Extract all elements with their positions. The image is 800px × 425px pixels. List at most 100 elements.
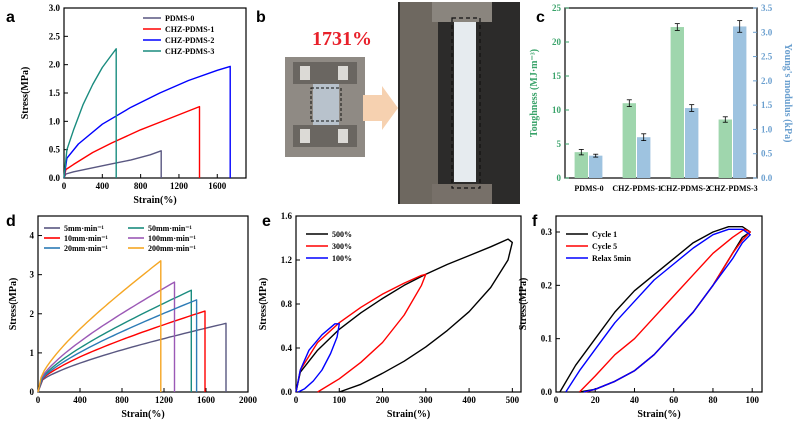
- x-tick-label-3: 1200: [170, 181, 189, 191]
- legend-entry-2: 100%: [332, 254, 352, 263]
- series-line-1: [37, 289, 193, 393]
- sample-strip: [313, 84, 339, 125]
- stretched-sample: [454, 22, 476, 182]
- right-tick-label-0: 0.0: [761, 173, 773, 183]
- series-line-0: [63, 150, 162, 179]
- legend-col2-entry-1: 100mm·min⁻¹: [148, 234, 197, 243]
- y-tick-label-2: 0.2: [541, 280, 553, 290]
- y-tick-label-0: 0.0: [541, 387, 553, 397]
- y-tick-label-4: 2.0: [49, 60, 61, 70]
- y-tick-label-1: 0.1: [541, 334, 553, 344]
- series-line-2: [295, 323, 340, 393]
- left-tick-label-3: 15: [552, 71, 562, 81]
- x-tick-label-5: 500: [506, 395, 520, 405]
- series-line-0: [37, 322, 227, 393]
- series-line-4: [37, 299, 198, 393]
- left-tick-label-2: 10: [552, 105, 562, 115]
- panel-label-c: c: [536, 9, 545, 26]
- x-tick-label-5: 100: [745, 395, 759, 405]
- legend-col2-entry-0: 50mm·min⁻¹: [148, 224, 193, 233]
- bar-1-2: [685, 108, 699, 178]
- x-axis-label: Strain(%): [121, 409, 164, 420]
- series-line-3: [37, 281, 176, 393]
- series-line-2: [63, 65, 231, 179]
- x-tick-label-1: 20: [591, 395, 601, 405]
- y-tick-label-1: 1: [30, 348, 35, 358]
- y-tick-label-0: 0: [30, 387, 35, 397]
- x-tick-label-4: 80: [708, 395, 718, 405]
- x-tick-label-3: 1200: [155, 395, 174, 405]
- arrow-icon: [363, 86, 398, 130]
- series-line-1: [63, 105, 201, 179]
- legend-entry-2: CHZ-PDMS-2: [165, 36, 214, 45]
- lower-clamp: [432, 184, 492, 204]
- y-tick-label-2: 1.0: [49, 116, 61, 126]
- x-tick-label-0: 0: [294, 395, 299, 405]
- legend-entry-1: Cycle 5: [592, 242, 617, 251]
- legend-entry-2: Relax 5min: [592, 254, 631, 263]
- left-tick-label-5: 25: [552, 3, 562, 13]
- bar-0-1: [622, 103, 636, 178]
- x-tick-label-3: 300: [419, 395, 433, 405]
- bar-1-1: [637, 137, 651, 178]
- y-tick-label-6: 3.0: [49, 3, 61, 13]
- lower-grip-slot: [300, 129, 310, 143]
- category-label-0: PDMS-0: [574, 184, 603, 193]
- plot-frame: [564, 7, 758, 179]
- x-tick-label-2: 200: [376, 395, 390, 405]
- y-axis-label: Stress(MPa): [518, 278, 529, 331]
- x-tick-label-4: 400: [462, 395, 476, 405]
- panel-label-d: d: [6, 213, 16, 230]
- legend-col1-entry-0: 5mm·min⁻¹: [64, 224, 105, 233]
- right-tick-label-3: 1.5: [761, 100, 773, 110]
- y-tick-label-1: 0.4: [281, 343, 293, 353]
- series-line-2: [37, 310, 206, 393]
- legend-entry-0: 500%: [332, 230, 352, 239]
- y-tick-label-3: 1.2: [281, 255, 293, 265]
- legend-col1-entry-1: 10mm·min⁻¹: [64, 234, 109, 243]
- category-label-2: CHZ-PDMS-2: [660, 184, 709, 193]
- right-axis-label: Young's modulus (kPa): [782, 44, 793, 143]
- upper-grip-slot: [300, 66, 310, 80]
- upper-clamp: [432, 2, 492, 22]
- panel-label-b: b: [256, 9, 266, 26]
- x-axis-label: Strain(%): [133, 195, 176, 206]
- category-label-1: CHZ-PDMS-1: [612, 184, 661, 193]
- right-tick-label-4: 2.0: [761, 76, 773, 86]
- x-tick-label-4: 1600: [197, 395, 216, 405]
- x-tick-label-0: 0: [554, 395, 559, 405]
- legend-entry-3: CHZ-PDMS-3: [165, 47, 214, 56]
- y-tick-label-4: 1.6: [281, 211, 293, 221]
- bar-1-0: [589, 155, 603, 178]
- stretched-box: [451, 17, 481, 189]
- bar-1-3: [733, 26, 747, 179]
- legend-col2-entry-2: 200mm·min⁻¹: [148, 244, 197, 253]
- strain-percent-label: 1731%: [312, 28, 372, 50]
- left-axis-label: Toughness (MJ·m⁻³): [529, 49, 540, 137]
- x-tick-label-0: 0: [36, 395, 41, 405]
- x-tick-label-3: 60: [669, 395, 679, 405]
- y-tick-label-0: 0.0: [49, 173, 61, 183]
- bar-0-3: [718, 119, 732, 178]
- x-tick-label-2: 800: [134, 181, 148, 191]
- x-tick-label-2: 800: [115, 395, 129, 405]
- x-tick-label-5: 2000: [239, 395, 258, 405]
- panel-label-a: a: [6, 9, 15, 26]
- panel-label-e: e: [262, 213, 271, 230]
- legend-entry-0: Cycle 1: [592, 230, 617, 239]
- right-tick-label-7: 3.5: [761, 3, 773, 13]
- y-tick-label-3: 0.3: [541, 227, 553, 237]
- tensile-test-photo: 1731%: [285, 2, 520, 204]
- series-line-3: [63, 48, 117, 179]
- sample-box: [310, 87, 342, 122]
- plot-frame: [295, 215, 522, 393]
- bar-0-0: [574, 152, 588, 178]
- x-axis-label: Strain(%): [637, 409, 680, 420]
- series-line-5: [37, 260, 162, 393]
- right-tick-label-1: 0.5: [761, 149, 773, 159]
- x-tick-label-1: 400: [96, 181, 110, 191]
- legend-entry-1: 300%: [332, 242, 352, 251]
- plot-frame: [555, 215, 763, 393]
- x-tick-label-0: 0: [62, 181, 67, 191]
